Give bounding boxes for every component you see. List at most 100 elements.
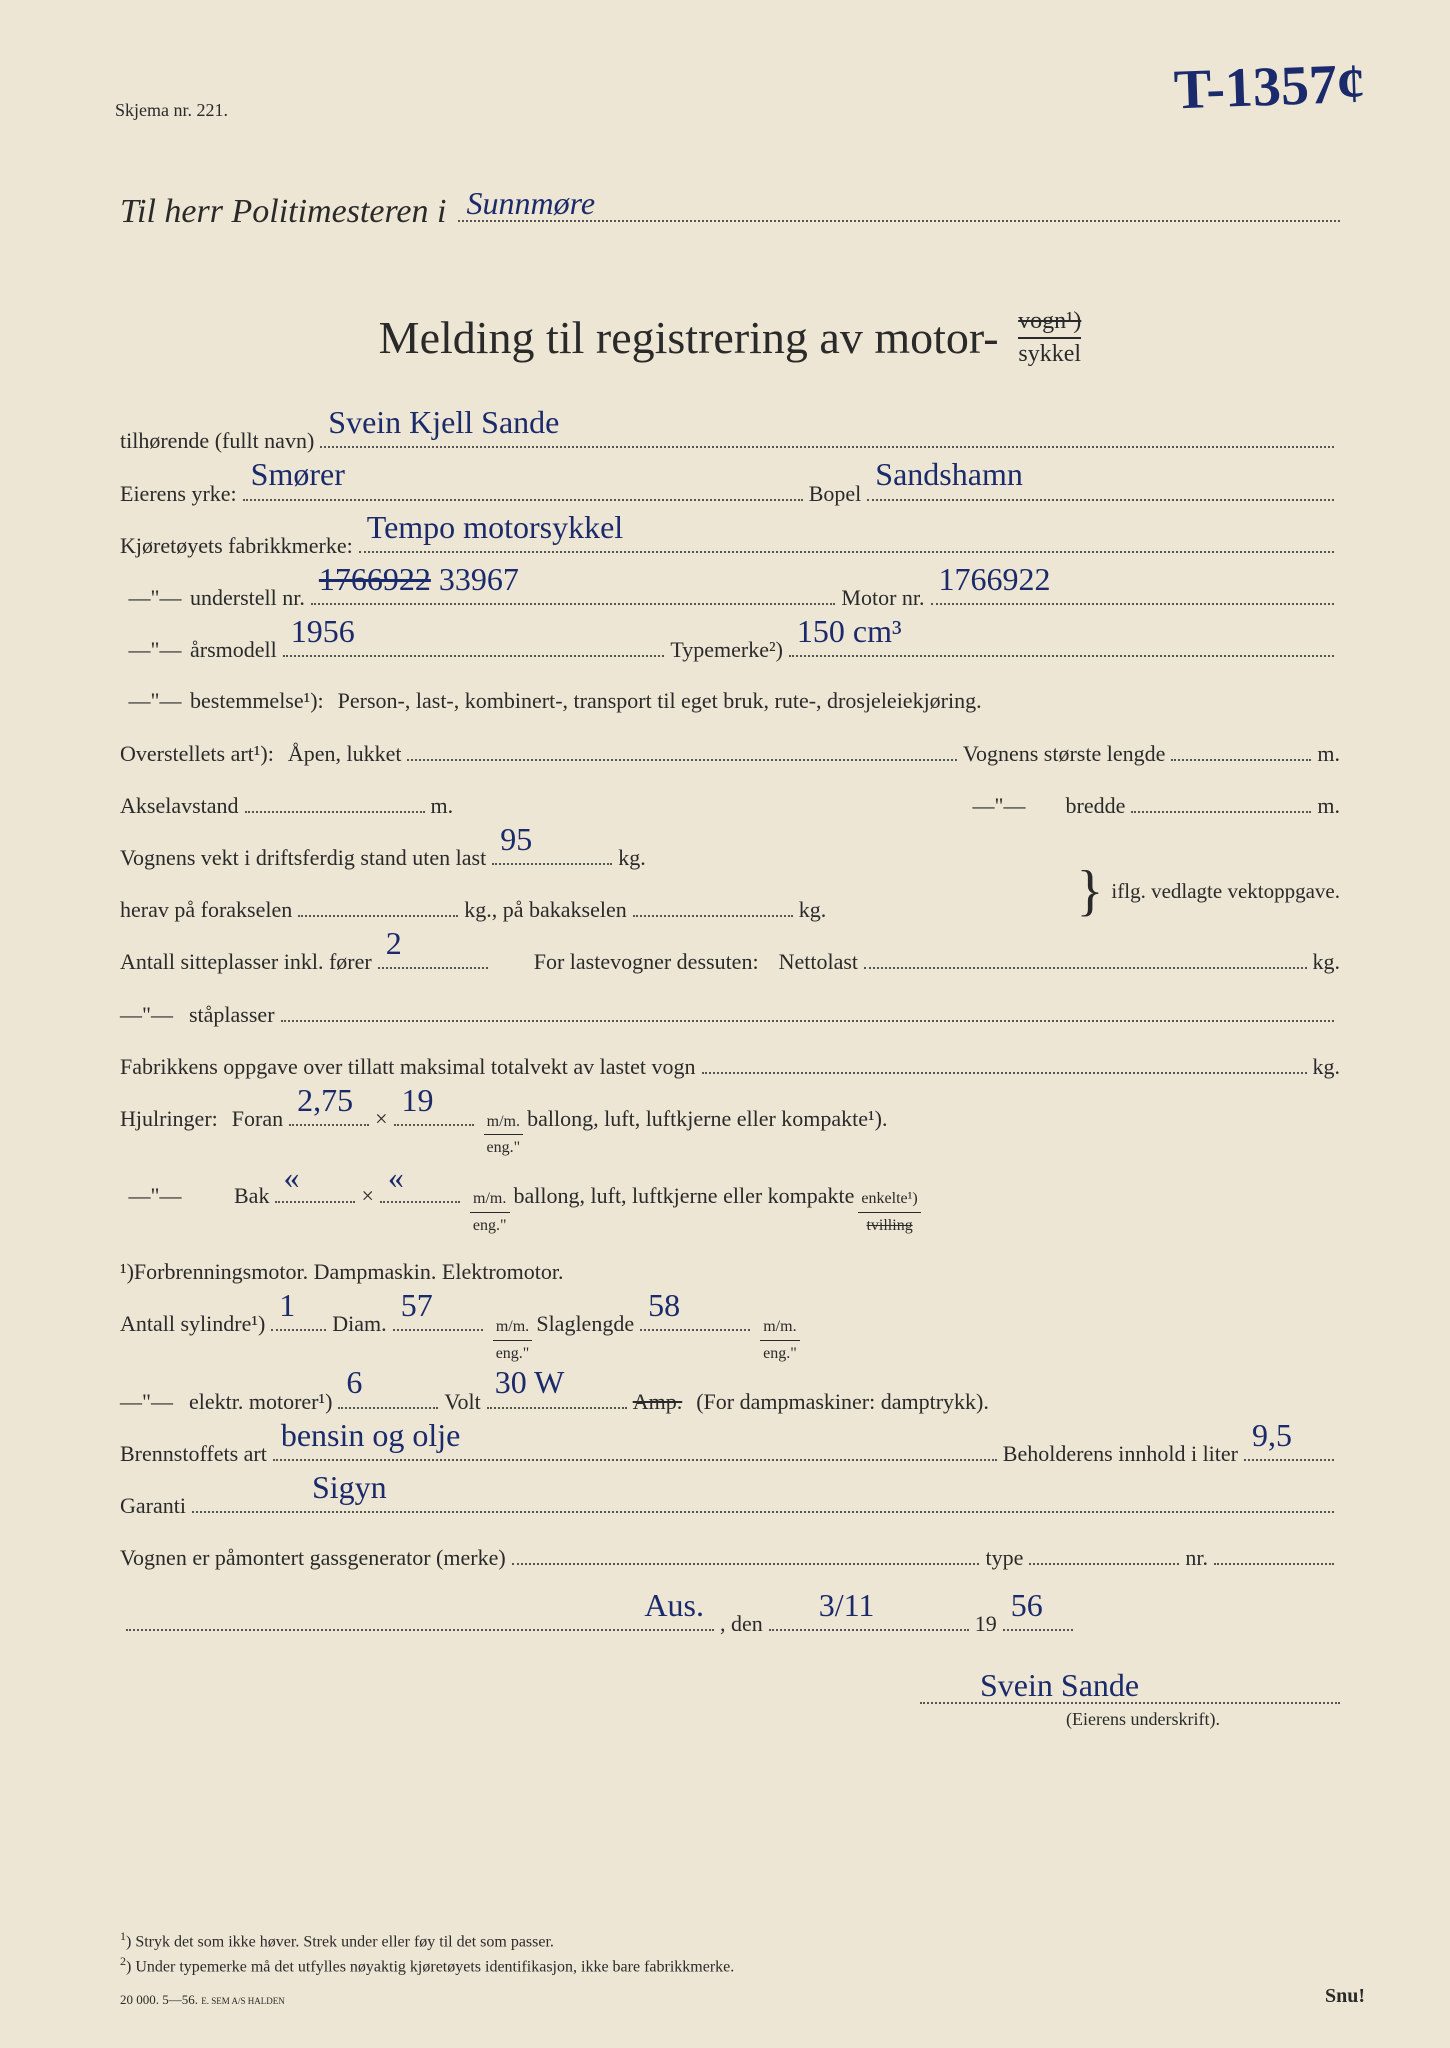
ditto-3: —"— xyxy=(120,683,190,718)
row-body-length: Overstellets art¹): Åpen, lukket Vognens… xyxy=(120,735,1340,771)
fuel-label: Brennstoffets art xyxy=(120,1436,267,1471)
registration-number-handwritten: T-1357¢ xyxy=(1173,52,1366,123)
signature-line: Svein Sande xyxy=(120,1672,1340,1709)
signature-caption: (Eierens underskrift). xyxy=(120,1709,1340,1730)
den-label: , den xyxy=(720,1606,763,1641)
seats-value: 2 xyxy=(386,918,402,969)
seats-label: Antall sitteplasser inkl. fører xyxy=(120,944,372,979)
weight-unit: kg. xyxy=(618,840,646,875)
unit-frac-2: m/m.eng." xyxy=(470,1186,510,1238)
purpose-label: bestemmelse¹): xyxy=(190,683,324,718)
addressee-value: Sunnmøre xyxy=(466,185,595,222)
typemark-label: Typemerke²) xyxy=(670,632,783,667)
row-tyres-rear: —"— Bak « × « m/m.eng." ballong, luft, l… xyxy=(120,1177,1340,1238)
title-main: Melding til registrering av motor- xyxy=(379,312,999,363)
bodytype-label: Overstellets art¹): xyxy=(120,736,274,771)
weight-rear-unit: kg. xyxy=(799,892,827,927)
tyres-front-label: Foran xyxy=(232,1101,283,1136)
occupation-label: Eierens yrke: xyxy=(120,476,237,511)
cylinders-value: 1 xyxy=(279,1280,295,1331)
typemark-value: 150 cm³ xyxy=(797,606,902,657)
footnote-1: 1) Stryk det som ikke høver. Strek under… xyxy=(120,1929,1340,1951)
weight-group: Vognens vekt i driftsferdig stand uten l… xyxy=(120,839,1340,943)
width-unit: m. xyxy=(1317,788,1340,823)
chassis-value: 1766922 33967 xyxy=(319,554,519,605)
amp-label: Amp. xyxy=(633,1384,683,1419)
weight-front-unit: kg., på bakakselen xyxy=(464,892,627,927)
year-suffix: 56 xyxy=(1011,1580,1043,1631)
warranty-label: Garanti xyxy=(120,1488,186,1523)
row-tyres-front: Hjulringer: Foran 2,75 × 19 m/m.eng." ba… xyxy=(120,1100,1340,1161)
ditto-6: —"— xyxy=(120,1178,190,1213)
cylinders-label: Antall sylindre¹) xyxy=(120,1306,265,1341)
residence-value: Sandshamn xyxy=(875,449,1023,500)
residence-label: Bopel xyxy=(809,476,862,511)
tyres-rear-a: « xyxy=(283,1152,299,1203)
weight-note: iflg. vedlagte vektoppgave. xyxy=(1111,879,1340,904)
bodytype-text: Åpen, lukket xyxy=(288,736,402,771)
chassis-label: understell nr. xyxy=(190,580,305,615)
tank-label: Beholderens innhold i liter xyxy=(1003,1436,1238,1471)
motor-value: 1766922 xyxy=(939,554,1051,605)
row-cylinders: Antall sylindre¹) 1 Diam. 57 m/m.eng." S… xyxy=(120,1305,1340,1366)
engine-note: ¹)Forbrenningsmotor. Dampmaskin. Elektro… xyxy=(120,1254,564,1289)
maxlength-unit: m. xyxy=(1317,736,1340,771)
addressee-prefix: Til herr Politimesteren i xyxy=(120,193,446,231)
gasgen-type-label: type xyxy=(985,1540,1023,1575)
addressee-line: Til herr Politimesteren i Sunnmøre xyxy=(120,190,1340,231)
tyres-text-1: ballong, luft, luftkjerne eller kompakte… xyxy=(527,1101,887,1136)
tank-value: 9,5 xyxy=(1252,1410,1292,1461)
row-place-date: Aus. , den 3/11 19 56 xyxy=(120,1605,1340,1641)
elec-value: 6 xyxy=(346,1357,362,1408)
ditto-5: —"— xyxy=(120,997,173,1032)
place-value: Aus. xyxy=(644,1580,704,1631)
row-make: Kjøretøyets fabrikkmerke: Tempo motorsyk… xyxy=(120,527,1340,563)
purpose-text: Person-, last-, kombinert-, transport ti… xyxy=(338,683,982,718)
tyres-label: Hjulringer: xyxy=(120,1101,218,1136)
row-engine-note: ¹)Forbrenningsmotor. Dampmaskin. Elektro… xyxy=(120,1254,1340,1289)
row-fuel: Brennstoffets art bensin og olje Beholde… xyxy=(120,1435,1340,1471)
fortrucks-label: For lastevogner dessuten: xyxy=(534,944,759,979)
fuel-value: bensin og olje xyxy=(281,1410,461,1461)
tyres-text-2: ballong, luft, luftkjerne eller kompakte xyxy=(514,1178,855,1213)
row-standing: —"— ståplasser xyxy=(120,996,1340,1032)
year-prefix: 19 xyxy=(975,1606,997,1641)
stroke-value: 58 xyxy=(648,1280,680,1331)
belonging-value: Svein Kjell Sande xyxy=(328,397,559,448)
maxgross-unit: kg. xyxy=(1313,1049,1341,1084)
ditto-4: —"— xyxy=(973,788,1026,823)
stroke-label: Slaglengde xyxy=(536,1306,634,1341)
make-value: Tempo motorsykkel xyxy=(367,502,623,553)
row-owner: Eierens yrke: Smører Bopel Sandshamn xyxy=(120,475,1340,511)
form-page: Skjema nr. 221. T-1357¢ Til herr Politim… xyxy=(0,0,1450,2048)
standing-label: ståplasser xyxy=(189,997,275,1032)
footnotes: 1) Stryk det som ikke høver. Strek under… xyxy=(120,1929,1340,1978)
addressee-fill: Sunnmøre xyxy=(458,190,1340,222)
gasgen-label: Vognen er påmontert gassgenerator (merke… xyxy=(120,1540,506,1575)
tyres-rear-b: « xyxy=(388,1152,404,1203)
title-frac-top: vogn¹) xyxy=(1018,308,1081,334)
make-label: Kjøretøyets fabrikkmerke: xyxy=(120,528,353,563)
ditto-2: —"— xyxy=(120,632,190,667)
year-label: årsmodell xyxy=(190,632,277,667)
wheelbase-unit: m. xyxy=(431,788,454,823)
netload-unit: kg. xyxy=(1313,944,1341,979)
turn-over: Snu! xyxy=(1325,1985,1365,2008)
gasgen-nr-label: nr. xyxy=(1185,1540,1208,1575)
volt-value: 30 W xyxy=(495,1357,565,1408)
warranty-value: Sigyn xyxy=(312,1462,387,1513)
netload-label: Nettolast xyxy=(779,944,858,979)
weight-label: Vognens vekt i driftsferdig stand uten l… xyxy=(120,840,486,875)
unit-frac-1: m/m.eng." xyxy=(484,1109,524,1161)
row-weight: Vognens vekt i driftsferdig stand uten l… xyxy=(120,839,1069,875)
ditto-7: —"— xyxy=(120,1384,173,1419)
weight-value: 95 xyxy=(500,814,532,865)
row-year-type: —"— årsmodell 1956 Typemerke²) 150 cm³ xyxy=(120,631,1340,667)
wheelbase-label: Akselavstand xyxy=(120,788,239,823)
form-number: Skjema nr. 221. xyxy=(115,100,228,121)
title-frac-bottom: sykkel xyxy=(1018,341,1081,367)
maxlength-label: Vognens største lengde xyxy=(963,736,1165,771)
tyres-front-a: 2,75 xyxy=(297,1075,353,1126)
footnote-2: 2) Under typemerke må det utfylles nøyak… xyxy=(120,1954,1340,1976)
form-title: Melding til registrering av motor- vogn¹… xyxy=(120,311,1340,372)
